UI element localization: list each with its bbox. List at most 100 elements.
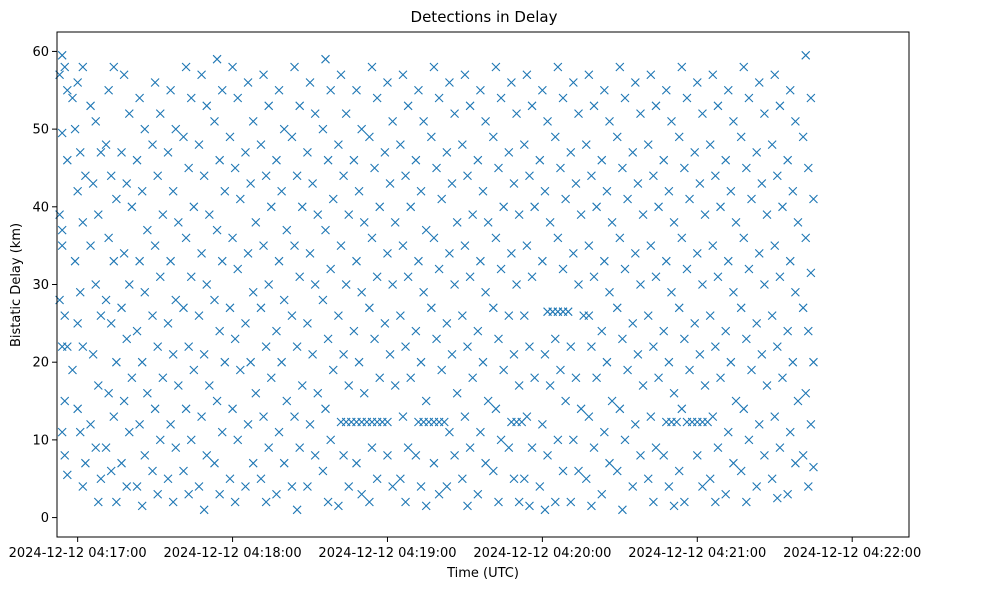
chart-title: Detections in Delay <box>411 8 558 26</box>
data-point-x-marker <box>303 482 312 491</box>
data-point-x-marker <box>726 186 736 196</box>
data-point-x-marker <box>540 186 550 196</box>
data-point-x-marker <box>623 365 632 375</box>
data-point-x-marker <box>359 388 369 398</box>
data-point-x-marker <box>754 78 764 87</box>
data-point-x-marker <box>344 482 354 491</box>
data-point-x-marker <box>426 132 436 142</box>
data-point-x-marker <box>494 163 503 173</box>
data-point-x-marker <box>372 93 382 103</box>
data-point-x-marker <box>682 264 692 274</box>
data-point-x-marker <box>111 497 121 507</box>
data-point-x-marker <box>556 365 565 375</box>
data-point-x-marker <box>775 101 785 111</box>
data-point-x-marker <box>290 62 299 72</box>
data-point-x-marker <box>401 342 410 352</box>
data-point-x-marker <box>674 303 684 313</box>
data-point-x-marker <box>636 280 645 289</box>
data-point-x-marker <box>512 109 521 118</box>
data-point-x-marker <box>723 427 733 437</box>
data-point-x-marker <box>561 396 571 406</box>
data-point-x-marker <box>235 365 245 375</box>
data-point-x-marker <box>664 186 674 196</box>
data-point-x-marker <box>452 388 462 398</box>
data-point-x-marker <box>615 62 625 72</box>
data-point-x-marker <box>217 256 227 266</box>
data-point-x-marker <box>778 373 787 383</box>
data-point-x-marker <box>217 85 227 95</box>
data-point-x-marker <box>592 373 601 383</box>
data-point-x-marker <box>357 287 367 297</box>
data-point-x-marker <box>581 474 591 484</box>
data-point-x-marker <box>788 357 798 367</box>
data-point-x-marker <box>380 148 390 157</box>
data-point-x-marker <box>605 287 614 297</box>
data-point-x-marker <box>411 155 421 165</box>
data-point-x-marker <box>651 101 661 111</box>
data-point-x-marker <box>434 93 444 103</box>
data-point-x-marker <box>75 427 85 437</box>
data-point-x-marker <box>736 132 746 142</box>
data-point-x-marker <box>390 217 400 227</box>
data-point-x-marker <box>754 249 764 258</box>
data-point-x-marker <box>321 225 330 235</box>
data-point-x-marker <box>388 280 398 289</box>
data-point-x-marker <box>233 93 243 103</box>
data-point-x-marker <box>310 451 320 460</box>
data-point-x-marker <box>91 443 101 453</box>
data-point-x-marker <box>124 109 134 118</box>
data-point-x-marker <box>210 458 219 468</box>
data-point-x-marker <box>370 163 379 173</box>
data-point-x-marker <box>685 194 694 204</box>
data-point-x-marker <box>801 388 811 398</box>
data-point-x-marker <box>323 334 333 344</box>
data-point-x-marker <box>612 303 622 313</box>
data-point-x-marker <box>519 140 529 150</box>
data-point-x-marker <box>698 280 707 289</box>
data-point-x-marker <box>292 505 302 515</box>
data-point-x-marker <box>155 435 165 445</box>
data-point-x-marker <box>496 435 506 445</box>
data-point-x-marker <box>117 148 126 157</box>
data-point-x-marker <box>540 505 550 515</box>
data-point-x-marker <box>383 249 392 258</box>
data-point-x-marker <box>685 365 694 375</box>
data-point-x-marker <box>643 311 653 320</box>
data-point-x-marker <box>140 287 150 297</box>
data-point-x-marker <box>809 462 818 472</box>
data-point-x-marker <box>73 404 83 414</box>
data-point-x-marker <box>556 163 565 173</box>
data-point-x-marker <box>318 124 328 134</box>
data-point-x-marker <box>615 404 625 414</box>
data-point-x-marker <box>561 194 571 204</box>
data-point-x-marker <box>437 194 447 204</box>
data-point-x-marker <box>535 482 545 491</box>
data-point-x-marker <box>60 451 70 460</box>
data-point-x-marker <box>220 357 230 367</box>
data-point-x-marker <box>566 342 576 352</box>
data-point-x-marker <box>525 501 534 511</box>
data-point-x-marker <box>251 217 261 227</box>
data-point-x-marker <box>75 287 85 297</box>
data-point-x-marker <box>352 458 361 468</box>
data-point-x-marker <box>788 186 798 196</box>
x-tick-label: 2024-12-12 04:17:00 <box>9 546 147 561</box>
data-point-x-marker <box>326 85 336 95</box>
data-point-x-marker <box>705 311 715 320</box>
data-point-x-marker <box>587 501 596 511</box>
data-point-x-marker <box>739 62 749 72</box>
data-point-x-marker <box>522 241 532 251</box>
data-point-x-marker <box>204 381 214 390</box>
y-tick-label: 50 <box>32 123 49 138</box>
data-point-x-marker <box>119 396 129 406</box>
data-point-x-marker <box>698 109 707 118</box>
data-point-x-marker <box>607 217 617 227</box>
data-point-x-marker <box>398 241 408 251</box>
data-point-x-marker <box>104 388 114 398</box>
data-point-x-marker <box>419 116 429 126</box>
data-point-x-marker <box>235 194 245 204</box>
data-point-x-marker <box>375 202 385 212</box>
data-point-x-marker <box>731 396 741 406</box>
data-point-x-marker <box>806 93 816 103</box>
data-point-x-marker <box>602 186 612 196</box>
